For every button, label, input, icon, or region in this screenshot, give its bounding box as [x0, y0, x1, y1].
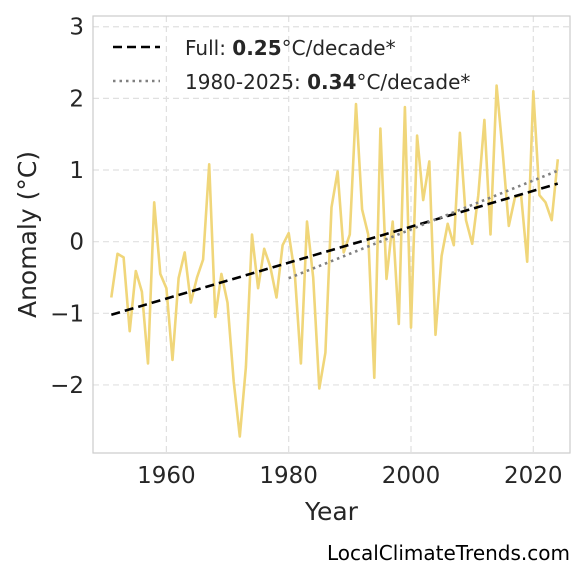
- recent-trend-line: [288, 169, 559, 280]
- x-tick-label: 2020: [504, 463, 563, 489]
- x-axis-label: Year: [304, 497, 359, 526]
- anomaly-series-line: [110, 84, 560, 438]
- legend-value-full: 0.25: [232, 36, 281, 60]
- series-layer: [110, 84, 560, 438]
- legend-prefix-recent: 1980-2025:: [185, 70, 307, 94]
- y-tick-label: −1: [50, 301, 84, 327]
- source-label: LocalClimateTrends.com: [327, 541, 570, 565]
- plot-frame: [92, 15, 571, 454]
- y-tick-label: −2: [50, 373, 84, 399]
- legend-value-recent: 0.34: [307, 70, 356, 94]
- full-trend-line: [110, 182, 559, 316]
- legend-suffix-recent: °C/decade*: [356, 70, 470, 94]
- y-tick-label: 1: [69, 158, 84, 184]
- y-tick-label: 0: [69, 230, 84, 256]
- legend-label-full: Full: 0.25°C/decade*: [185, 36, 396, 60]
- y-tick-label: 2: [69, 86, 84, 112]
- x-tick-labels: 1960 1980 2000 2020: [137, 463, 562, 489]
- y-tick-label: 3: [69, 15, 84, 41]
- x-tick-label: 1980: [259, 463, 318, 489]
- legend: Full: 0.25°C/decade* 1980-2025: 0.34°C/d…: [113, 36, 470, 94]
- legend-prefix-full: Full:: [185, 36, 232, 60]
- legend-label-recent: 1980-2025: 0.34°C/decade*: [185, 70, 470, 94]
- y-tick-labels: −2 −1 0 1 2 3: [50, 15, 84, 399]
- trend-layer: [110, 169, 559, 316]
- legend-suffix-full: °C/decade*: [282, 36, 396, 60]
- x-tick-label: 2000: [382, 463, 441, 489]
- grid: [93, 16, 570, 453]
- y-axis-label: Anomaly (°C): [13, 151, 42, 318]
- x-tick-label: 1960: [137, 463, 196, 489]
